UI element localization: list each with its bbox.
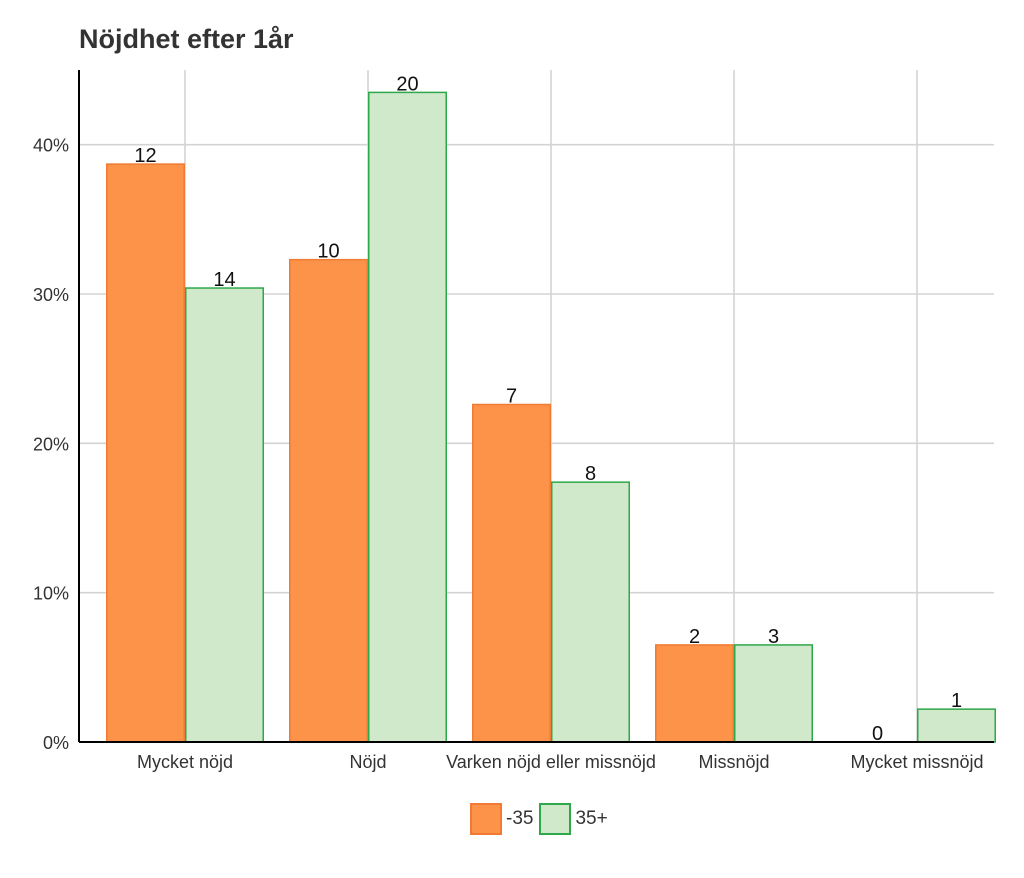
- legend-label-1: -35: [506, 808, 534, 829]
- tick-labels: 0% 10% 20% 30% 40% Mycket nöjd Nöjd Varken nöjd…: [33, 136, 984, 772]
- bar: [368, 91, 447, 743]
- legend-swatch-2: [539, 803, 572, 835]
- data-label: 7: [506, 386, 517, 408]
- data-label: 8: [585, 463, 596, 485]
- data-label: 1: [951, 690, 962, 712]
- y-tick-label: 40%: [33, 136, 69, 156]
- bar: [917, 708, 996, 743]
- bar: [185, 287, 264, 743]
- x-tick-label: Varken nöjd eller missnöjd: [446, 752, 656, 772]
- legend: -35 35+: [470, 803, 614, 835]
- data-label: 10: [317, 241, 339, 263]
- data-label: 3: [768, 626, 779, 648]
- data-label: 14: [213, 269, 235, 291]
- x-tick-label: Missnöjd: [698, 752, 769, 772]
- legend-item-1: -35: [470, 803, 533, 835]
- bar: [655, 644, 734, 743]
- chart-title: Nöjdhet efter 1år: [79, 24, 294, 54]
- bar: [289, 258, 368, 743]
- data-label: 20: [396, 73, 418, 95]
- y-tick-label: 30%: [33, 285, 69, 305]
- y-tick-label: 10%: [33, 584, 69, 604]
- x-tick-label: Nöjd: [349, 752, 386, 772]
- bar: [734, 644, 813, 743]
- bar: [472, 403, 551, 743]
- axes: [78, 70, 994, 743]
- data-label: 12: [134, 145, 156, 167]
- data-label: 0: [872, 723, 883, 745]
- y-tick-label: 20%: [33, 434, 69, 454]
- bar: [551, 481, 630, 743]
- x-tick-label: Mycket nöjd: [137, 752, 233, 772]
- x-tick-label: Mycket missnöjd: [850, 752, 983, 772]
- legend-label-2: 35+: [575, 808, 608, 829]
- bar: [106, 163, 185, 743]
- legend-item-2: 35+: [539, 803, 608, 835]
- legend-swatch-1: [470, 803, 502, 835]
- bars: [106, 91, 996, 743]
- y-tick-label: 0%: [43, 733, 69, 753]
- data-label: 2: [689, 626, 700, 648]
